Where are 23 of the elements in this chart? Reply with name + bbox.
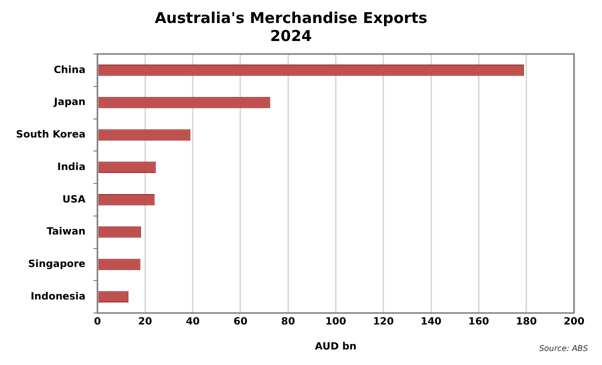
x-tick-label: 100 — [325, 316, 346, 328]
x-tick-label: 140 — [420, 316, 442, 328]
chart-subtitle: 2024 — [270, 26, 312, 45]
y-tick-label: USA — [62, 194, 86, 206]
y-tick-label: South Korea — [16, 130, 86, 141]
y-tick-label: Indonesia — [30, 291, 86, 302]
x-tick-label: 200 — [564, 316, 584, 328]
source-note: Source: ABS — [539, 344, 588, 354]
y-tick-label: Singapore — [28, 259, 86, 270]
chart-title: Australia's Merchandise Exports — [154, 8, 428, 27]
y-tick-label: Japan — [52, 97, 86, 108]
x-tick-label: 180 — [516, 316, 537, 328]
x-tick-label: 80 — [281, 316, 296, 328]
x-tick-label: 60 — [233, 316, 248, 328]
y-tick-label: India — [57, 162, 86, 173]
y-tick-label: China — [54, 64, 86, 76]
y-tick-label: Taiwan — [46, 226, 86, 238]
x-axis-title: AUD bn — [314, 342, 357, 353]
x-tick-label: 20 — [138, 316, 152, 328]
x-tick-label: 160 — [468, 316, 490, 328]
x-tick-label: 120 — [372, 316, 394, 328]
x-tick-label: 0 — [94, 316, 101, 328]
x-tick-label: 40 — [186, 316, 200, 328]
